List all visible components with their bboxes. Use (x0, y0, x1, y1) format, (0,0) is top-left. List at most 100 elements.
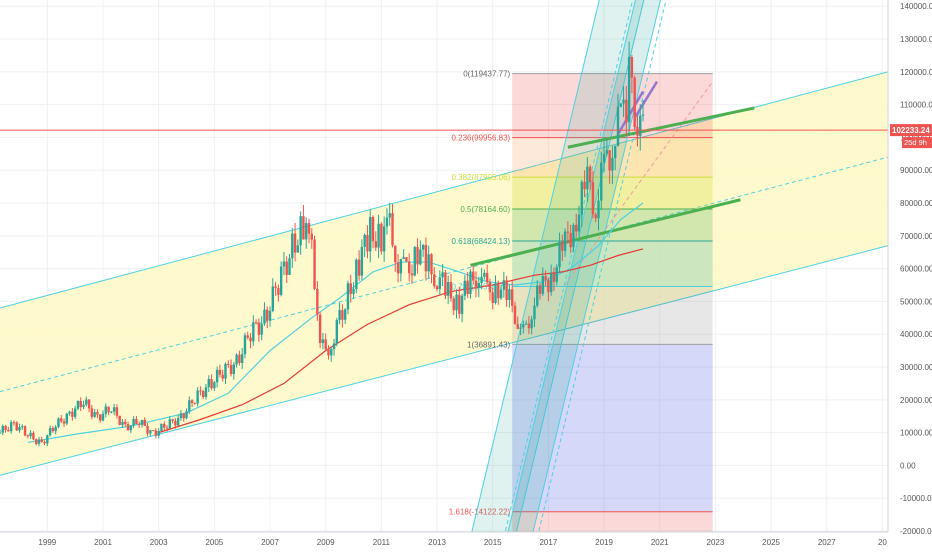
candle-body (444, 272, 447, 296)
candle-body (157, 430, 160, 436)
fib-level-label: 0.618(68424.13) (451, 237, 510, 246)
candle-body (124, 421, 127, 425)
candle-body (101, 413, 105, 421)
candle-body (460, 295, 464, 314)
countdown-badge-label: 25d 9h (904, 138, 927, 147)
candle-body (121, 421, 124, 425)
fib-zone (512, 344, 713, 512)
candle-body (449, 282, 453, 299)
candle-body (416, 247, 419, 265)
candle-body (324, 339, 327, 350)
candle-body (527, 323, 531, 329)
candle-body (268, 310, 272, 321)
candle-body (79, 401, 82, 407)
x-tick-label: 2001 (94, 538, 112, 547)
candle-body (282, 261, 286, 267)
price-badge (890, 124, 932, 137)
candle-body (641, 114, 645, 116)
candle-body (385, 217, 389, 227)
candle-body (491, 292, 494, 303)
x-tick-label: 2011 (373, 538, 391, 547)
candle-body (483, 272, 486, 277)
candle-body (332, 343, 336, 349)
candle-body (472, 271, 475, 281)
candle-body (137, 424, 141, 426)
candle-body (149, 430, 152, 434)
candle-body (524, 323, 528, 325)
candle-body (480, 276, 483, 283)
candle-body (235, 354, 238, 365)
x-tick-label: 20 (878, 538, 887, 547)
candle-body (569, 232, 572, 248)
y-tick-label: 70000.00 (900, 232, 932, 241)
candle-body (310, 233, 313, 240)
candle-body (76, 401, 80, 409)
x-tick-label: 2017 (539, 538, 557, 547)
candle-body (605, 150, 609, 154)
candle-body (46, 435, 49, 444)
candle-body (511, 289, 514, 306)
candle-body (538, 285, 542, 294)
candle-body (146, 425, 149, 434)
candle-body (1, 425, 4, 433)
candle-body (408, 261, 411, 274)
candle-body (355, 259, 358, 289)
candle-body (43, 441, 46, 444)
candle-body (160, 423, 163, 431)
candle-body (377, 223, 380, 248)
y-tick-label: 10000.00 (900, 429, 932, 438)
candle-body (552, 273, 556, 282)
candle-body (37, 439, 41, 444)
candle-body (279, 266, 283, 295)
candle-body (227, 363, 230, 365)
candle-body (51, 428, 55, 432)
candle-body (40, 439, 43, 442)
candle-body (71, 411, 74, 417)
candle-body (530, 319, 533, 329)
candle-body (363, 234, 366, 247)
candle-body (210, 379, 213, 389)
candle-body (65, 413, 69, 424)
candle-body (260, 323, 263, 335)
y-tick-label: 130000.00 (900, 35, 932, 44)
green-trendline-lower (470, 198, 741, 267)
candle-body (360, 246, 364, 276)
fib-zone (512, 511, 713, 532)
candle-body (555, 267, 558, 282)
candle-body (394, 245, 397, 263)
candle-body (118, 415, 121, 425)
candle-body (99, 414, 102, 421)
candle-body (26, 435, 30, 437)
y-tick-label: 60000.00 (900, 265, 932, 274)
candle-body (48, 428, 52, 436)
candle-body (561, 242, 564, 251)
steep-channel-mid-line (536, 0, 667, 538)
candle-body (176, 418, 180, 426)
candle-body (229, 364, 233, 374)
candle-body (402, 257, 405, 259)
candle-body (21, 426, 24, 428)
candle-body (215, 369, 219, 383)
candle-body (316, 288, 319, 315)
candle-body (213, 382, 216, 389)
candle-body (458, 294, 461, 314)
candle-body (421, 245, 425, 250)
green-trendline-upper (567, 106, 755, 149)
candle-body (594, 214, 597, 219)
candle-body (93, 412, 96, 417)
y-tick-label: 80000.00 (900, 199, 932, 208)
candle-body (541, 276, 545, 294)
candle-body (608, 150, 611, 171)
fib-level-label: 1(36891.43) (467, 340, 510, 349)
candle-body (633, 77, 636, 128)
candle-body (32, 432, 35, 440)
candle-body (410, 273, 414, 276)
candle-body (349, 283, 352, 294)
channel-lower-line (0, 245, 889, 476)
x-tick-label: 2019 (595, 538, 613, 547)
candle-body (619, 103, 622, 107)
candle-body (0, 432, 2, 434)
candle-body (630, 56, 634, 78)
candle-body (135, 418, 138, 425)
